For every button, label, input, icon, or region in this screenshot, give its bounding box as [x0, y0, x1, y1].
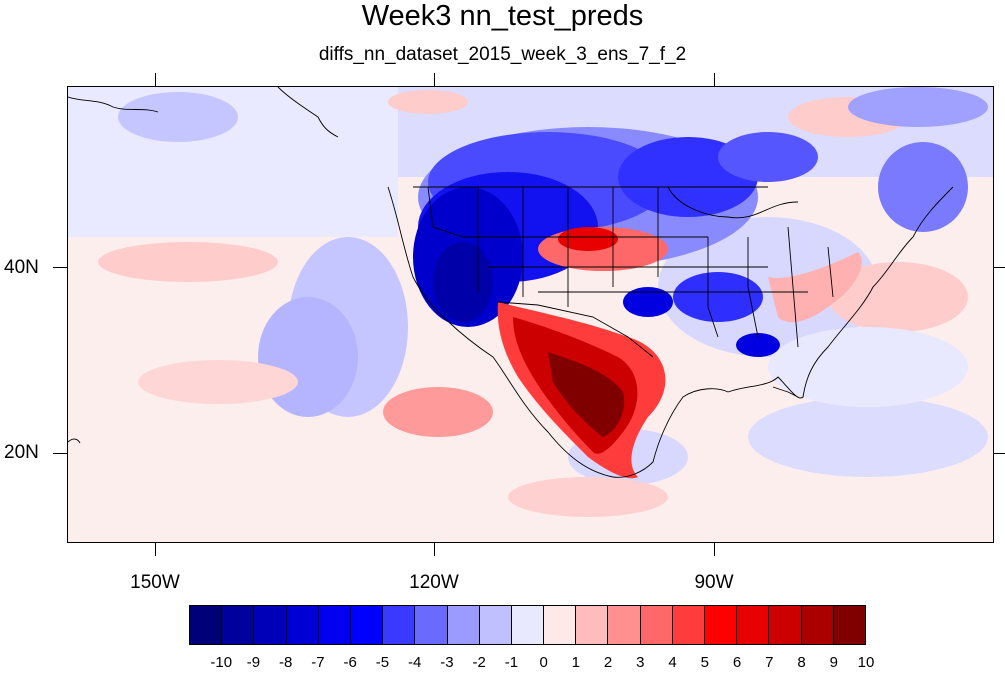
colorbar-label: 8: [797, 654, 806, 671]
colorbar-swatch: [318, 606, 351, 644]
lon-label-150w: 150W: [130, 572, 180, 593]
colorbar-swatch: [383, 606, 416, 644]
tick-left-40n: [53, 267, 67, 268]
colorbar-swatch: [576, 606, 609, 644]
colorbar: [189, 605, 866, 645]
colorbar-swatch: [350, 606, 384, 644]
map-panel: [67, 86, 994, 543]
colorbar-label: 9: [829, 654, 838, 671]
tick-top-150w: [155, 73, 156, 86]
map-canvas: [68, 87, 993, 542]
colorbar-swatch: [415, 606, 448, 644]
colorbar-label: 7: [765, 654, 774, 671]
colorbar-label: -3: [440, 654, 454, 671]
colorbar-swatch: [286, 606, 319, 644]
colorbar-swatch: [737, 606, 770, 644]
colorbar-swatch: [479, 606, 512, 644]
colorbar-label: -7: [311, 654, 325, 671]
colorbar-label: 10: [857, 654, 875, 671]
colorbar-labels: -10 -9 -8 -7 -6 -5 -4 -3 -2 -1 0 1 2 3 4 5 6 7 8 9 10: [0, 655, 1005, 673]
colorbar-swatch: [511, 606, 545, 644]
colorbar-swatch: [769, 606, 802, 644]
colorbar-swatch: [640, 606, 673, 644]
tick-bottom-120w: [434, 543, 435, 556]
tick-right-20n: [994, 453, 1005, 454]
colorbar-label: 4: [668, 654, 677, 671]
lat-label-20n: 20N: [4, 442, 39, 463]
lat-label-40n: 40N: [4, 257, 39, 278]
colorbar-label: 6: [732, 654, 742, 671]
colorbar-label: 1: [571, 654, 581, 671]
lon-label-120w: 120W: [409, 572, 459, 593]
lon-label-90w: 90W: [694, 572, 734, 593]
colorbar-label: -4: [407, 654, 422, 671]
colorbar-label: -9: [246, 654, 261, 671]
colorbar-label: 5: [700, 654, 709, 671]
colorbar-swatch: [608, 606, 641, 644]
colorbar-label: -6: [343, 654, 357, 671]
colorbar-label: -10: [210, 654, 233, 671]
figure-subtitle: diffs_nn_dataset_2015_week_3_ens_7_f_2: [318, 44, 687, 65]
tick-top-90w: [714, 73, 715, 86]
colorbar-swatch: [447, 606, 480, 644]
colorbar-swatch: [222, 606, 255, 644]
colorbar-swatch: [833, 606, 865, 644]
colorbar-label: 3: [636, 654, 645, 671]
colorbar-swatch: [190, 606, 223, 644]
colorbar-swatch: [801, 606, 834, 644]
colorbar-swatch: [254, 606, 287, 644]
colorbar-swatch: [705, 606, 738, 644]
colorbar-label: -8: [279, 654, 293, 671]
tick-bottom-150w: [155, 543, 156, 556]
colorbar-swatch: [672, 606, 705, 644]
tick-right-40n: [994, 267, 1005, 268]
colorbar-label: 0: [539, 654, 548, 671]
colorbar-label: 2: [603, 654, 613, 671]
colorbar-label: -1: [504, 654, 519, 671]
colorbar-label: -2: [472, 654, 486, 671]
tick-left-20n: [53, 453, 67, 454]
tick-top-120w: [434, 73, 435, 86]
colorbar-swatch: [544, 606, 577, 644]
figure-title: Week3 nn_test_preds: [361, 0, 644, 32]
colorbar-label: -5: [375, 654, 390, 671]
tick-bottom-90w: [714, 543, 715, 556]
